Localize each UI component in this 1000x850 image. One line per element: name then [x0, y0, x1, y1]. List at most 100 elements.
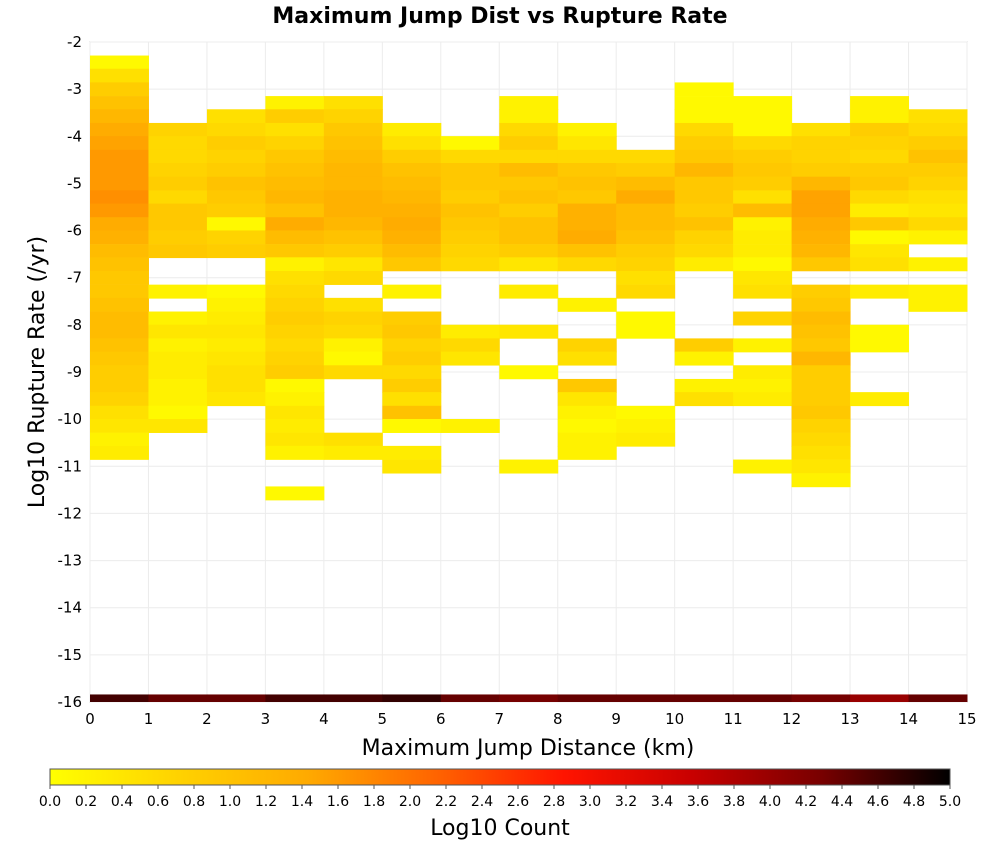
heatmap-cell — [557, 351, 617, 366]
heatmap-cell — [616, 176, 676, 191]
colorbar-tick-label: 4.6 — [867, 794, 889, 810]
heatmap-cell — [908, 176, 968, 191]
heatmap-cell — [733, 190, 793, 205]
heatmap-cell — [440, 217, 500, 232]
heatmap-cell — [733, 270, 793, 285]
heatmap-cell — [265, 203, 325, 218]
heatmap-cell — [148, 244, 208, 259]
x-axis-label: Maximum Jump Distance (km) — [362, 736, 695, 761]
heatmap-cell — [791, 217, 851, 232]
y-tick-label: -16 — [58, 693, 83, 711]
heatmap-cell — [206, 365, 266, 380]
heatmap-cell — [382, 338, 442, 353]
colorbar — [49, 768, 951, 786]
heatmap-cell — [206, 217, 266, 232]
heatmap-cell — [265, 351, 325, 366]
heatmap-cell — [90, 445, 149, 460]
heatmap-cell — [674, 190, 734, 205]
heatmap-cell — [90, 149, 149, 164]
heatmap-cell — [557, 176, 617, 191]
heatmap-cell — [323, 351, 383, 366]
heatmap-cell — [440, 257, 500, 272]
heatmap-cell — [616, 419, 676, 433]
heatmap-cell — [674, 96, 734, 111]
heatmap-cell — [674, 230, 734, 245]
heatmap-cell — [148, 324, 208, 339]
heatmap-cell — [440, 351, 500, 366]
heatmap-cell — [382, 217, 442, 232]
heatmap-cell — [265, 365, 325, 380]
heatmap-cell — [674, 392, 734, 407]
colorbar-tick-label: 4.4 — [831, 794, 853, 810]
chart-title: Maximum Jump Dist vs Rupture Rate — [272, 4, 727, 29]
heatmap-cell — [674, 203, 734, 218]
heatmap-cell — [148, 311, 208, 326]
heatmap-cell — [674, 163, 734, 177]
x-tick-label: 5 — [378, 710, 388, 728]
x-tick-label: 8 — [553, 710, 563, 728]
colorbar-tick-label: 2.4 — [471, 794, 493, 810]
heatmap-cell — [265, 486, 325, 501]
y-tick-label: -13 — [58, 552, 83, 570]
heatmap-cell — [733, 244, 793, 259]
heatmap-cell — [90, 257, 149, 272]
heatmap-cell — [382, 445, 442, 460]
bottom-row-cell — [616, 694, 676, 702]
heatmap-cell — [323, 270, 383, 285]
y-axis-label: Log10 Rupture Rate (/yr) — [25, 236, 50, 508]
heatmap-cell — [850, 96, 910, 111]
heatmap-cell — [265, 163, 325, 177]
heatmap-cell — [90, 230, 149, 245]
heatmap-cell — [265, 270, 325, 285]
heatmap-cell — [265, 96, 325, 111]
y-tick-label: -9 — [67, 363, 82, 381]
heatmap-cell — [499, 136, 559, 151]
heatmap-cell — [323, 257, 383, 272]
heatmap-cell — [323, 230, 383, 245]
heatmap-cell — [499, 244, 559, 259]
heatmap-cell — [323, 311, 383, 326]
heatmap-cell — [616, 270, 676, 285]
heatmap-cell — [323, 324, 383, 339]
heatmap-cell — [616, 257, 676, 272]
heatmap-cell — [90, 136, 149, 151]
heatmap-cell — [148, 176, 208, 191]
heatmap-cell — [733, 217, 793, 232]
heatmap-cell — [674, 338, 734, 353]
colorbar-tick-label: 3.6 — [687, 794, 709, 810]
heatmap-cell — [90, 203, 149, 218]
heatmap-cell — [206, 378, 266, 393]
heatmap-cell — [616, 217, 676, 232]
heatmap-cell — [557, 149, 617, 164]
heatmap-cell — [148, 230, 208, 245]
heatmap-cell — [557, 163, 617, 177]
heatmap-cell — [557, 378, 617, 393]
heatmap-cell — [90, 378, 149, 393]
colorbar-tick-label: 3.2 — [615, 794, 637, 810]
heatmap-cell — [850, 217, 910, 232]
x-tick-label: 1 — [144, 710, 154, 728]
heatmap-cell — [557, 203, 617, 218]
heatmap-cell — [323, 122, 383, 137]
y-tick-label: -12 — [58, 504, 83, 522]
heatmap-cell — [206, 122, 266, 137]
heatmap-cell — [148, 136, 208, 151]
y-tick-label: -5 — [67, 174, 82, 192]
heatmap-cell — [90, 392, 149, 407]
y-tick-label: -7 — [67, 269, 82, 287]
heatmap-cell — [791, 405, 851, 420]
y-tick-label: -15 — [58, 646, 83, 664]
heatmap-cell — [382, 365, 442, 380]
heatmap-cell — [733, 392, 793, 407]
heatmap-cell — [733, 122, 793, 137]
heatmap-cell — [148, 122, 208, 137]
heatmap-cell — [850, 284, 910, 299]
heatmap-cell — [265, 176, 325, 191]
heatmap-cell — [791, 284, 851, 299]
heatmap-cell — [791, 392, 851, 407]
heatmap-cell — [674, 217, 734, 232]
heatmap-cell — [499, 203, 559, 218]
heatmap-cell — [323, 190, 383, 205]
heatmap-cell — [440, 163, 500, 177]
heatmap-cell — [791, 473, 851, 488]
